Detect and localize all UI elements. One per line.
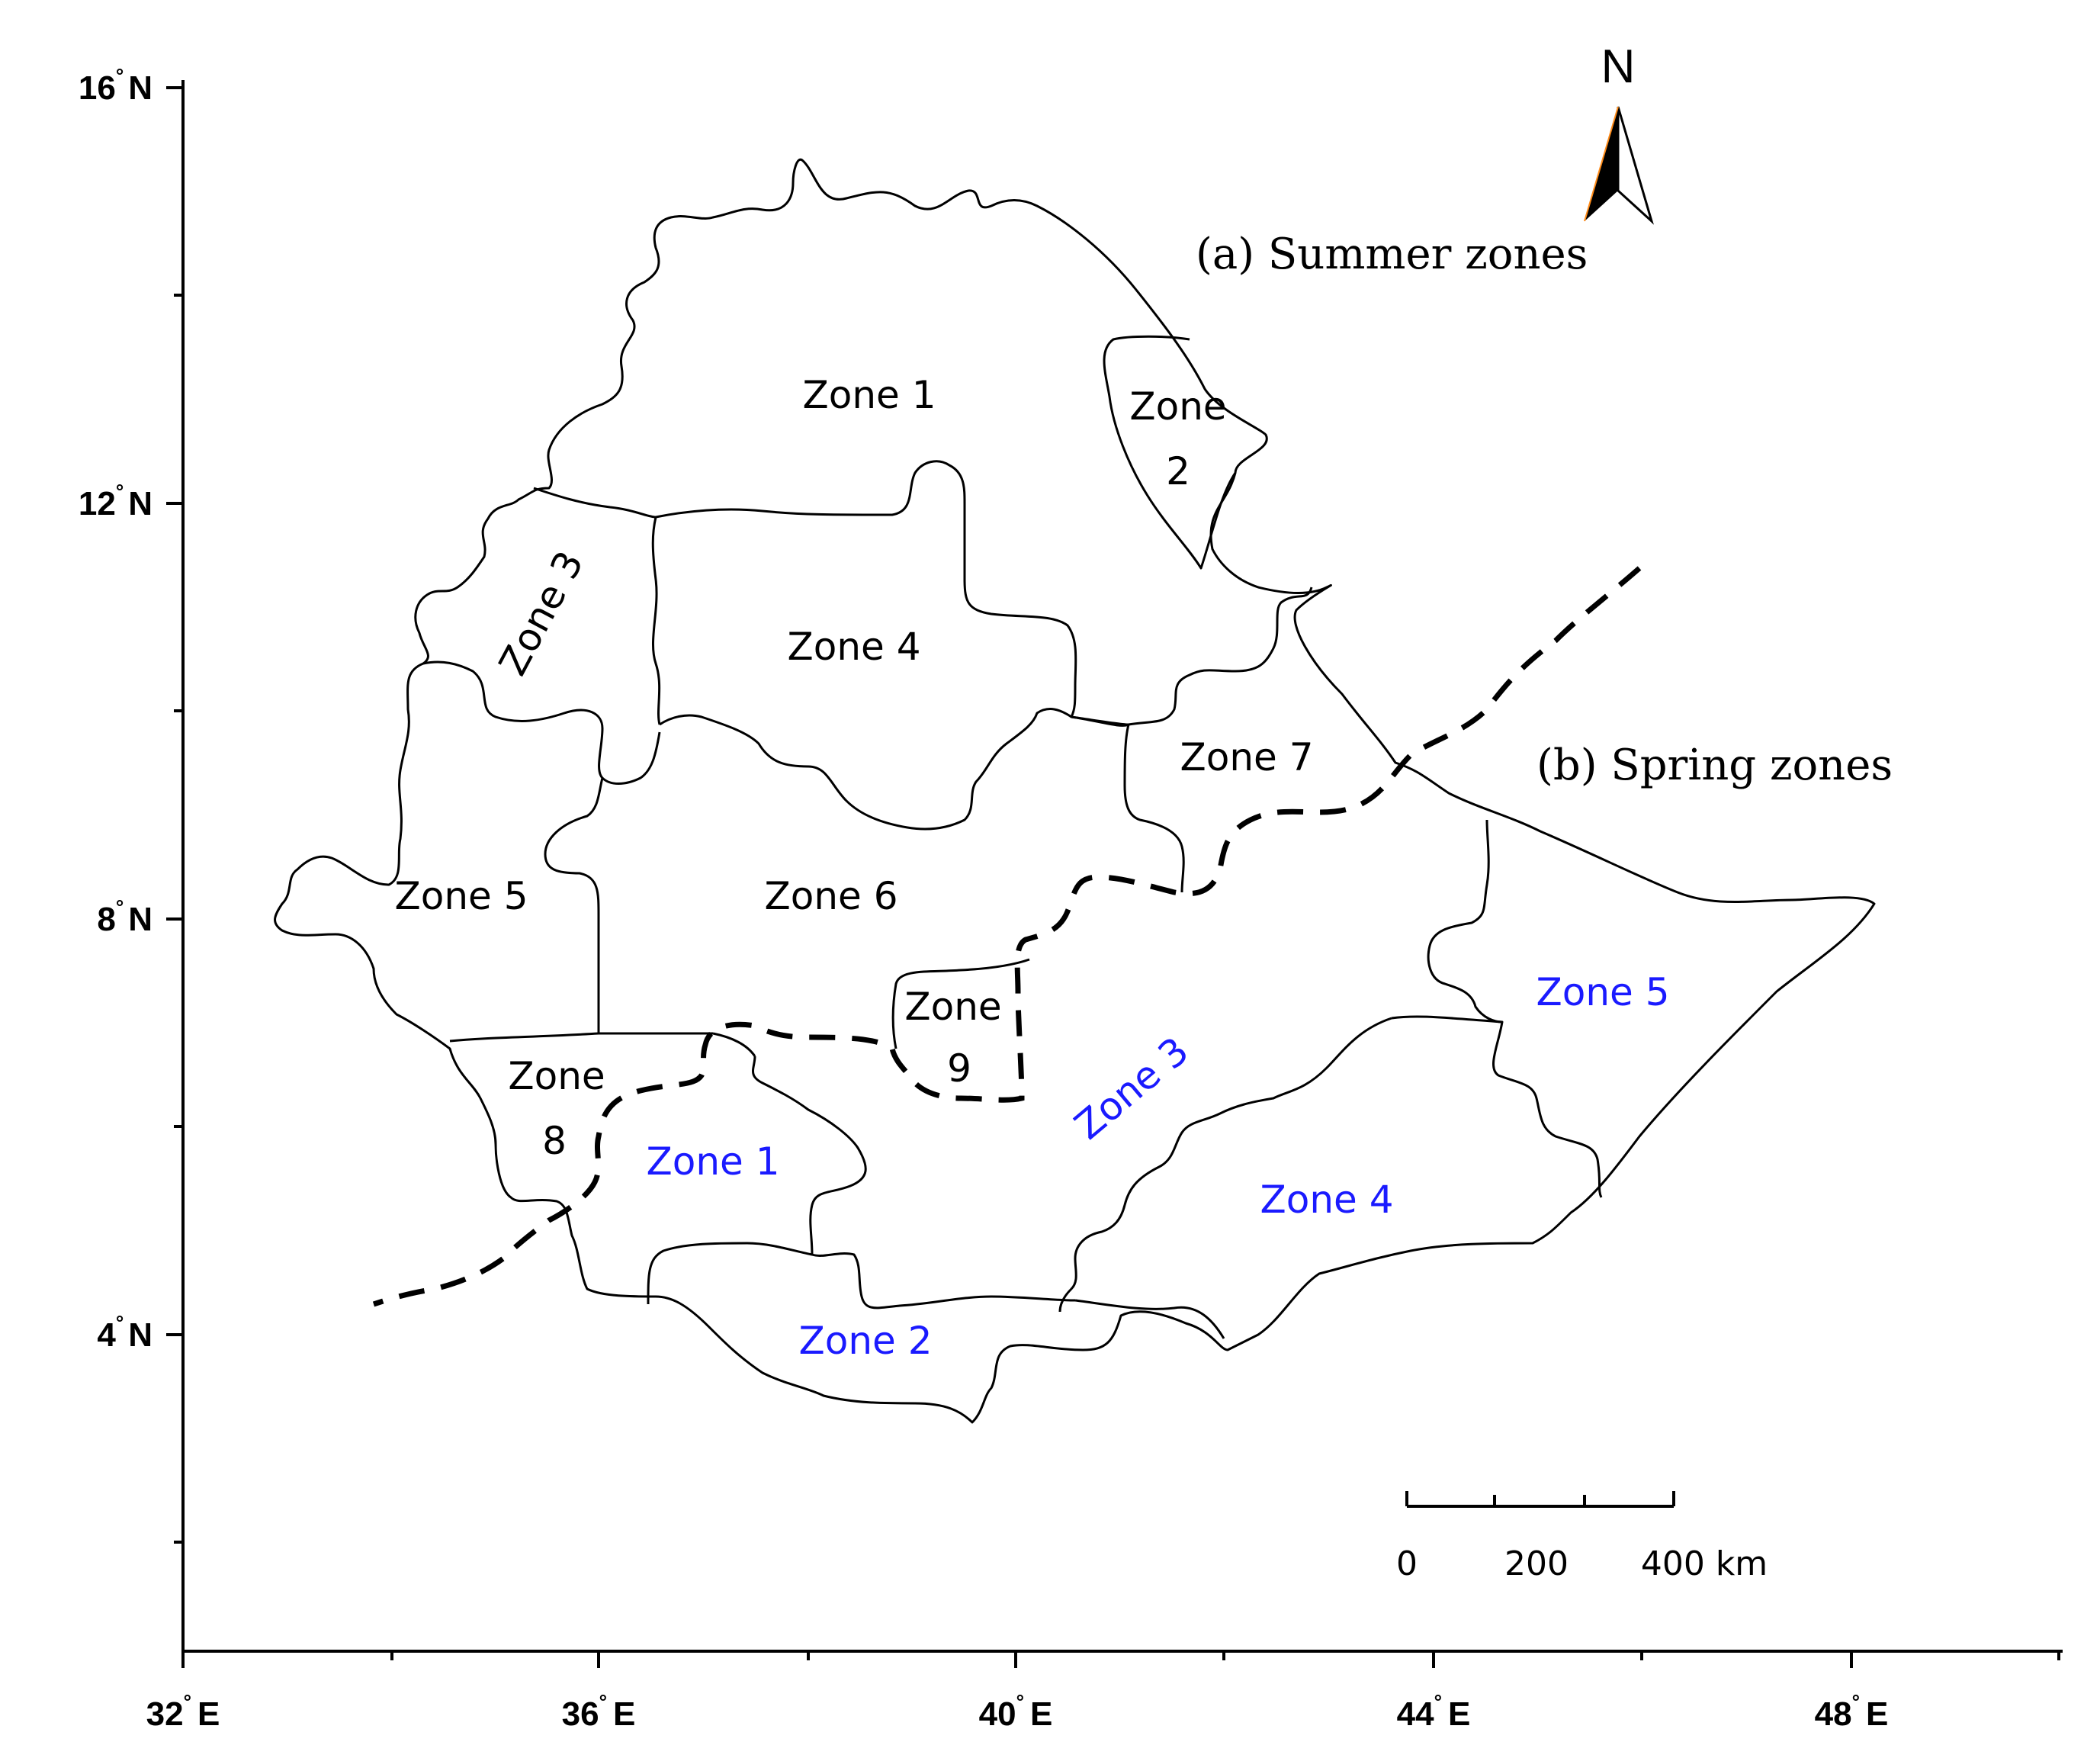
spring-zone-divider-line xyxy=(372,566,1642,1307)
axes: 16° N 12° N 8° N 4° N 32° E 36° E 40° E 44° E 48… xyxy=(79,64,2063,1733)
scale-label-400: 400 km xyxy=(1641,1544,1768,1583)
y-tick-label-8: 8° N xyxy=(97,895,153,938)
summer-zone-1-label: Zone 1 xyxy=(803,373,936,417)
zone-3-4-spring-border xyxy=(1058,1017,1392,1313)
y-tick-label-16: 16° N xyxy=(79,64,153,107)
summer-zone-9-label: Zone xyxy=(904,985,1001,1029)
zone-8-south-border xyxy=(712,1032,756,1057)
zone-7-border xyxy=(1071,586,1313,727)
spring-zone-5-label: Zone 5 xyxy=(1536,970,1670,1014)
scale-bar: 0 200 400 km xyxy=(1396,1491,1768,1583)
summer-zone-4-label: Zone 4 xyxy=(788,625,921,669)
x-tick-label-36: 36° E xyxy=(562,1690,636,1733)
x-tick-label-40: 40° E xyxy=(979,1690,1053,1733)
spring-zone-4-label: Zone 4 xyxy=(1260,1178,1394,1222)
summer-zone-5-label: Zone 5 xyxy=(395,874,528,918)
summer-zone-2-label-num: 2 xyxy=(1166,449,1190,493)
zone-1-south-border xyxy=(533,460,1077,718)
summer-zone-8-label: Zone xyxy=(508,1054,605,1098)
summer-zone-6-label: Zone 6 xyxy=(765,874,898,918)
spring-zone-2-label: Zone 2 xyxy=(799,1319,933,1363)
zone-4-south-border xyxy=(659,708,1129,831)
north-arrow-edge xyxy=(1584,106,1619,222)
zone-2-border xyxy=(1103,335,1237,570)
spring-zone-3-label: Zone 3 xyxy=(1066,1029,1196,1149)
scale-label-0: 0 xyxy=(1396,1544,1418,1583)
spring-zones-caption: (b) Spring zones xyxy=(1536,741,1893,790)
north-label: N xyxy=(1601,40,1636,93)
x-tick-label-32: 32° E xyxy=(146,1690,220,1733)
scale-label-200: 200 xyxy=(1504,1544,1569,1583)
zone-3-south-border xyxy=(422,660,661,785)
zone-1-2-spring-border xyxy=(647,1242,1076,1310)
north-arrow-icon: N xyxy=(1584,40,1654,225)
zone-5-6-border xyxy=(544,777,604,1033)
zone-3-4-border xyxy=(651,516,661,725)
summer-zone-borders xyxy=(422,335,1603,1339)
north-arrow-light-half xyxy=(1617,106,1654,225)
country-outline xyxy=(274,158,1876,1424)
summer-zone-2-label: Zone xyxy=(1129,384,1226,429)
zone-9-border xyxy=(891,958,1030,1049)
summer-zones-caption: (a) Summer zones xyxy=(1196,230,1588,279)
zone-4-spring-north-border xyxy=(1391,1015,1603,1198)
spring-zone-1-label: Zone 1 xyxy=(647,1139,780,1184)
summer-zone-3-label: Zone 3 xyxy=(490,544,592,683)
zone-2-3-4-spring-border xyxy=(1074,1299,1225,1339)
zone-8-north-border xyxy=(449,1032,713,1043)
zone-1-3-spring-border xyxy=(752,1056,867,1255)
y-tick-label-4: 4° N xyxy=(97,1311,153,1354)
summer-zone-8-label-num: 8 xyxy=(542,1119,567,1163)
x-tick-label-44: 44° E xyxy=(1397,1690,1471,1733)
summer-zone-7-label: Zone 7 xyxy=(1180,735,1314,779)
zone-5-spring-west-border xyxy=(1427,819,1503,1024)
y-tick-label-12: 12° N xyxy=(79,480,153,522)
zone-6-7-border xyxy=(1123,724,1185,893)
summer-zone-9-label-num: 9 xyxy=(947,1046,971,1091)
x-tick-label-48: 48° E xyxy=(1815,1690,1889,1733)
